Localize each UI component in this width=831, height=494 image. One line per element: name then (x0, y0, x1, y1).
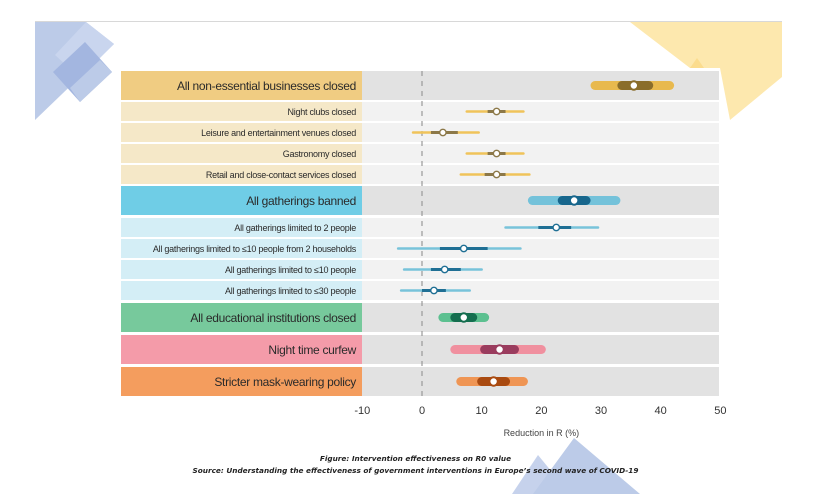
row-label-bg (121, 102, 362, 121)
point-estimate (430, 286, 438, 295)
point-estimate (458, 312, 469, 323)
row-label-bg (121, 71, 362, 100)
row-label: All gatherings limited to ≤30 people (225, 286, 356, 296)
x-tick-label: 0 (419, 405, 425, 417)
deco-yellow-notch (690, 58, 704, 68)
row-label-bg (121, 260, 362, 279)
row-plot-bg (362, 165, 719, 184)
source-caption: Source: Understanding the effectiveness … (192, 466, 639, 475)
x-tick-label: 10 (476, 405, 488, 417)
x-axis: -10 0 10 20 30 40 50 Reduction in R (%) (354, 405, 726, 438)
x-tick-label: 40 (655, 405, 667, 417)
row-label: Leisure and entertainment venues closed (201, 128, 356, 138)
point-estimate (492, 149, 501, 158)
row-plot-bg (362, 367, 719, 396)
point-estimate (492, 170, 501, 179)
x-tick-label: 30 (595, 405, 607, 417)
deco-blue-diamond-dark (53, 42, 112, 102)
point-estimate (628, 80, 640, 91)
deco-blue-triangle-large (533, 438, 640, 494)
point-estimate (492, 107, 501, 116)
row-label: Night time curfew (268, 343, 356, 357)
row-label: Gastronomy closed (283, 149, 357, 159)
row-label: All gatherings limited to ≤10 people fro… (153, 244, 357, 254)
row-label-bg (121, 335, 362, 364)
row-label-bg (121, 218, 362, 237)
row-plot-bg (362, 102, 719, 121)
row-label: All gatherings limited to 2 people (234, 223, 356, 233)
top-divider-line (35, 21, 782, 22)
row-label: Night clubs closed (287, 107, 356, 117)
point-estimate (440, 265, 449, 274)
deco-yellow-shape (630, 22, 782, 120)
row-plot-bg (362, 260, 719, 279)
row-label: Retail and close-contact services closed (206, 170, 356, 180)
row-label: All non-essential businesses closed (177, 79, 356, 93)
row-label-bg (121, 186, 362, 215)
x-axis-label: Reduction in R (%) (504, 428, 580, 438)
row-label-bg (121, 165, 362, 184)
row-label-bg (121, 239, 362, 258)
row-label-bg (121, 281, 362, 300)
point-estimate (494, 344, 505, 355)
figure-caption: Figure: Intervention effectiveness on R0… (319, 454, 512, 463)
x-tick-label: 20 (535, 405, 547, 417)
row-plot-bg (362, 144, 719, 163)
rows-layer: All non-essential businesses closed Night… (121, 71, 719, 396)
point-estimate (568, 195, 580, 206)
x-tick-label: -10 (354, 405, 370, 417)
point-estimate (552, 223, 561, 232)
point-estimate (459, 244, 468, 253)
row-label-bg (121, 367, 362, 396)
deco-blue-diamond-light (70, 60, 112, 102)
row-label: All gatherings limited to ≤10 people (225, 265, 356, 275)
point-estimate (438, 128, 447, 137)
row-label: Stricter mask-wearing policy (214, 375, 356, 389)
row-label: All gatherings banned (246, 194, 356, 208)
row-label: All educational institutions closed (190, 311, 356, 325)
x-tick-label: 50 (714, 405, 726, 417)
marks-layer (396, 80, 675, 387)
row-label-bg (121, 123, 362, 142)
row-plot-bg (362, 281, 719, 300)
point-estimate (488, 376, 499, 387)
row-plot-bg (362, 123, 719, 142)
row-label-bg (121, 144, 362, 163)
row-label-bg (121, 303, 362, 332)
row-plot-bg (362, 303, 719, 332)
row-plot-bg (362, 239, 719, 258)
